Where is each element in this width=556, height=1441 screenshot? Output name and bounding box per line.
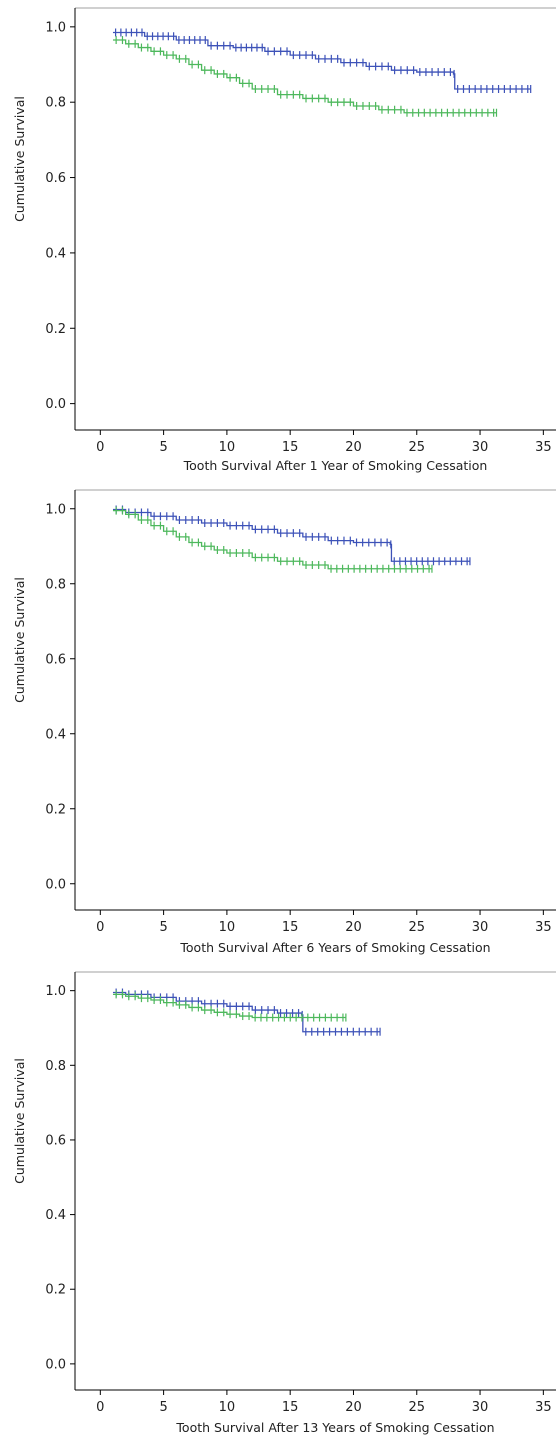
y-tick-label: 0.6 (45, 652, 66, 667)
x-tick-label: 30 (472, 920, 489, 935)
x-tick-label: 15 (282, 920, 299, 935)
x-tick-label: 25 (408, 440, 425, 455)
x-axis-title: Tooth Survival After 13 Years of Smoking… (175, 1420, 494, 1435)
y-tick-label: 0.6 (45, 171, 66, 186)
x-tick-label: 5 (159, 920, 167, 935)
series-line-2 (112, 509, 432, 570)
y-tick-label: 0.8 (45, 96, 66, 111)
x-tick-label: 10 (219, 1400, 236, 1415)
x-tick-label: 10 (219, 920, 236, 935)
y-tick-label: 1.0 (45, 984, 66, 999)
chart-panel-1: 0.0 0.2 0.4 0.6 0.8 1.0 0 5 10 15 20 25 30 35 Tooth Su… (12, 7, 556, 473)
x-axis-title: Tooth Survival After 6 Years of Smoking … (179, 940, 490, 955)
x-tick-label: 5 (159, 440, 167, 455)
x-tick-label: 0 (96, 440, 104, 455)
series-line-1 (112, 31, 531, 90)
y-tick-label: 0.8 (45, 1059, 66, 1074)
x-tick-label: 35 (535, 1400, 552, 1415)
y-tick-label: 0.8 (45, 577, 66, 592)
x-tick-label: 5 (159, 1400, 167, 1415)
x-tick-label: 25 (408, 1400, 425, 1415)
y-axis-title: Cumulative Survival (12, 1058, 27, 1184)
y-tick-label: 0.0 (45, 397, 66, 412)
y-axis-title: Cumulative Survival (12, 577, 27, 703)
x-tick-label: 30 (472, 440, 489, 455)
y-axis-title: Cumulative Survival (12, 96, 27, 222)
series-line-2 (112, 993, 346, 1019)
x-tick-label: 0 (96, 920, 104, 935)
y-tick-label: 0.2 (45, 1283, 66, 1298)
x-tick-label: 35 (535, 920, 552, 935)
y-tick-label: 0.0 (45, 1357, 66, 1372)
x-tick-label: 15 (282, 440, 299, 455)
y-tick-label: 0.2 (45, 322, 66, 337)
y-tick-label: 0.4 (45, 727, 66, 742)
series-line-1 (112, 991, 381, 1033)
x-tick-label: 10 (219, 440, 236, 455)
x-tick-label: 35 (535, 440, 552, 455)
x-tick-label: 25 (408, 920, 425, 935)
x-tick-label: 20 (345, 920, 362, 935)
x-tick-label: 20 (345, 1400, 362, 1415)
x-tick-label: 0 (96, 1400, 104, 1415)
x-tick-label: 30 (472, 1400, 489, 1415)
series-line-2 (112, 39, 497, 114)
y-tick-label: 1.0 (45, 20, 66, 35)
y-tick-label: 0.4 (45, 1208, 66, 1223)
series-line-1 (112, 508, 470, 562)
x-axis-title: Tooth Survival After 1 Year of Smoking C… (183, 458, 488, 473)
chart-panel-2: 0.0 0.2 0.4 0.6 0.8 1.0 0 5 10 15 20 25 30 35 Tooth Su… (12, 489, 556, 955)
y-tick-label: 0.4 (45, 246, 66, 261)
y-tick-label: 0.6 (45, 1133, 66, 1148)
y-tick-label: 0.2 (45, 802, 66, 817)
chart-panel-3: 0.0 0.2 0.4 0.6 0.8 1.0 0 5 10 15 20 25 30 35 Tooth Su… (12, 971, 556, 1435)
x-tick-label: 20 (345, 440, 362, 455)
y-tick-label: 0.0 (45, 877, 66, 892)
y-tick-label: 1.0 (45, 502, 66, 517)
x-tick-label: 15 (282, 1400, 299, 1415)
